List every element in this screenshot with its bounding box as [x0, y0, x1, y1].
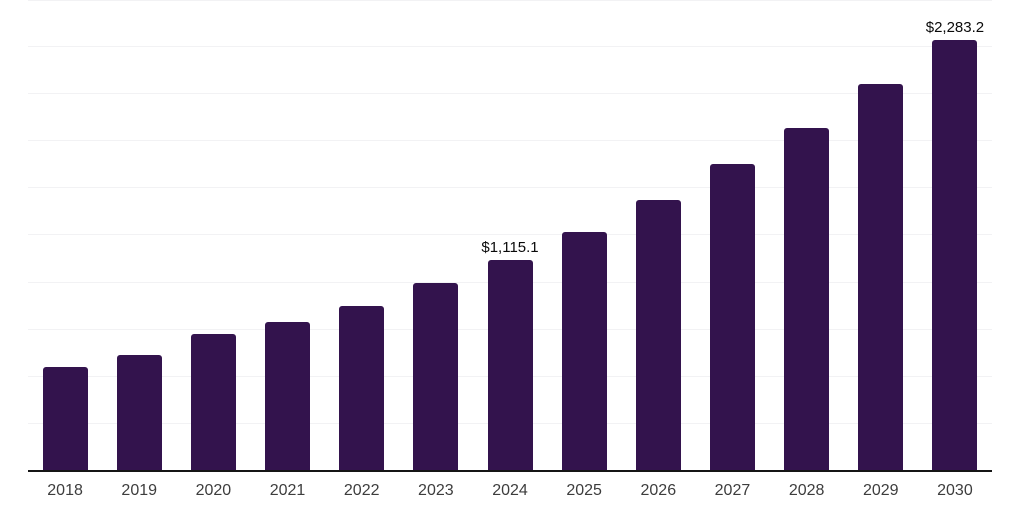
- x-tick-2030: 2030: [937, 482, 973, 499]
- bar-2023: [413, 283, 459, 470]
- x-tick-2027: 2027: [714, 482, 751, 499]
- bar-2026: [635, 199, 681, 470]
- x-tick-2018: 2018: [47, 482, 83, 499]
- x-tick-2019: 2019: [121, 482, 158, 499]
- value-label-2030: $2,283.2: [925, 18, 985, 36]
- bar-2027: [709, 163, 755, 470]
- x-tick-2023: 2023: [418, 482, 454, 499]
- x-axis-line: [28, 470, 992, 472]
- value-label-2024: $1,115.1: [481, 238, 539, 256]
- x-tick-2029: 2029: [862, 482, 899, 499]
- bar-2030: [932, 39, 978, 470]
- x-tick-2025: 2025: [566, 482, 602, 499]
- bar-2022: [339, 306, 385, 470]
- x-tick-2026: 2026: [640, 482, 677, 499]
- bar-2021: [265, 321, 311, 470]
- gridline-2250: [28, 46, 992, 47]
- bar-2024: [487, 259, 533, 470]
- bar-2018: [42, 367, 88, 470]
- gridline-1250: [28, 234, 992, 236]
- bar-2028: [784, 127, 830, 470]
- x-tick-2022: 2022: [343, 482, 380, 499]
- x-tick-2021: 2021: [269, 482, 306, 499]
- gridline-1500: [28, 187, 992, 189]
- bar-2025: [561, 231, 607, 470]
- gridline-1750: [28, 140, 992, 142]
- x-tick-2028: 2028: [788, 482, 825, 499]
- bar-2029: [858, 84, 904, 470]
- bar-2020: [190, 334, 236, 470]
- x-tick-2024: 2024: [492, 482, 528, 499]
- bar-2019: [116, 355, 162, 470]
- x-tick-2020: 2020: [195, 482, 232, 499]
- gridline-2500: [28, 0, 992, 1]
- gridline-2000: [28, 93, 992, 95]
